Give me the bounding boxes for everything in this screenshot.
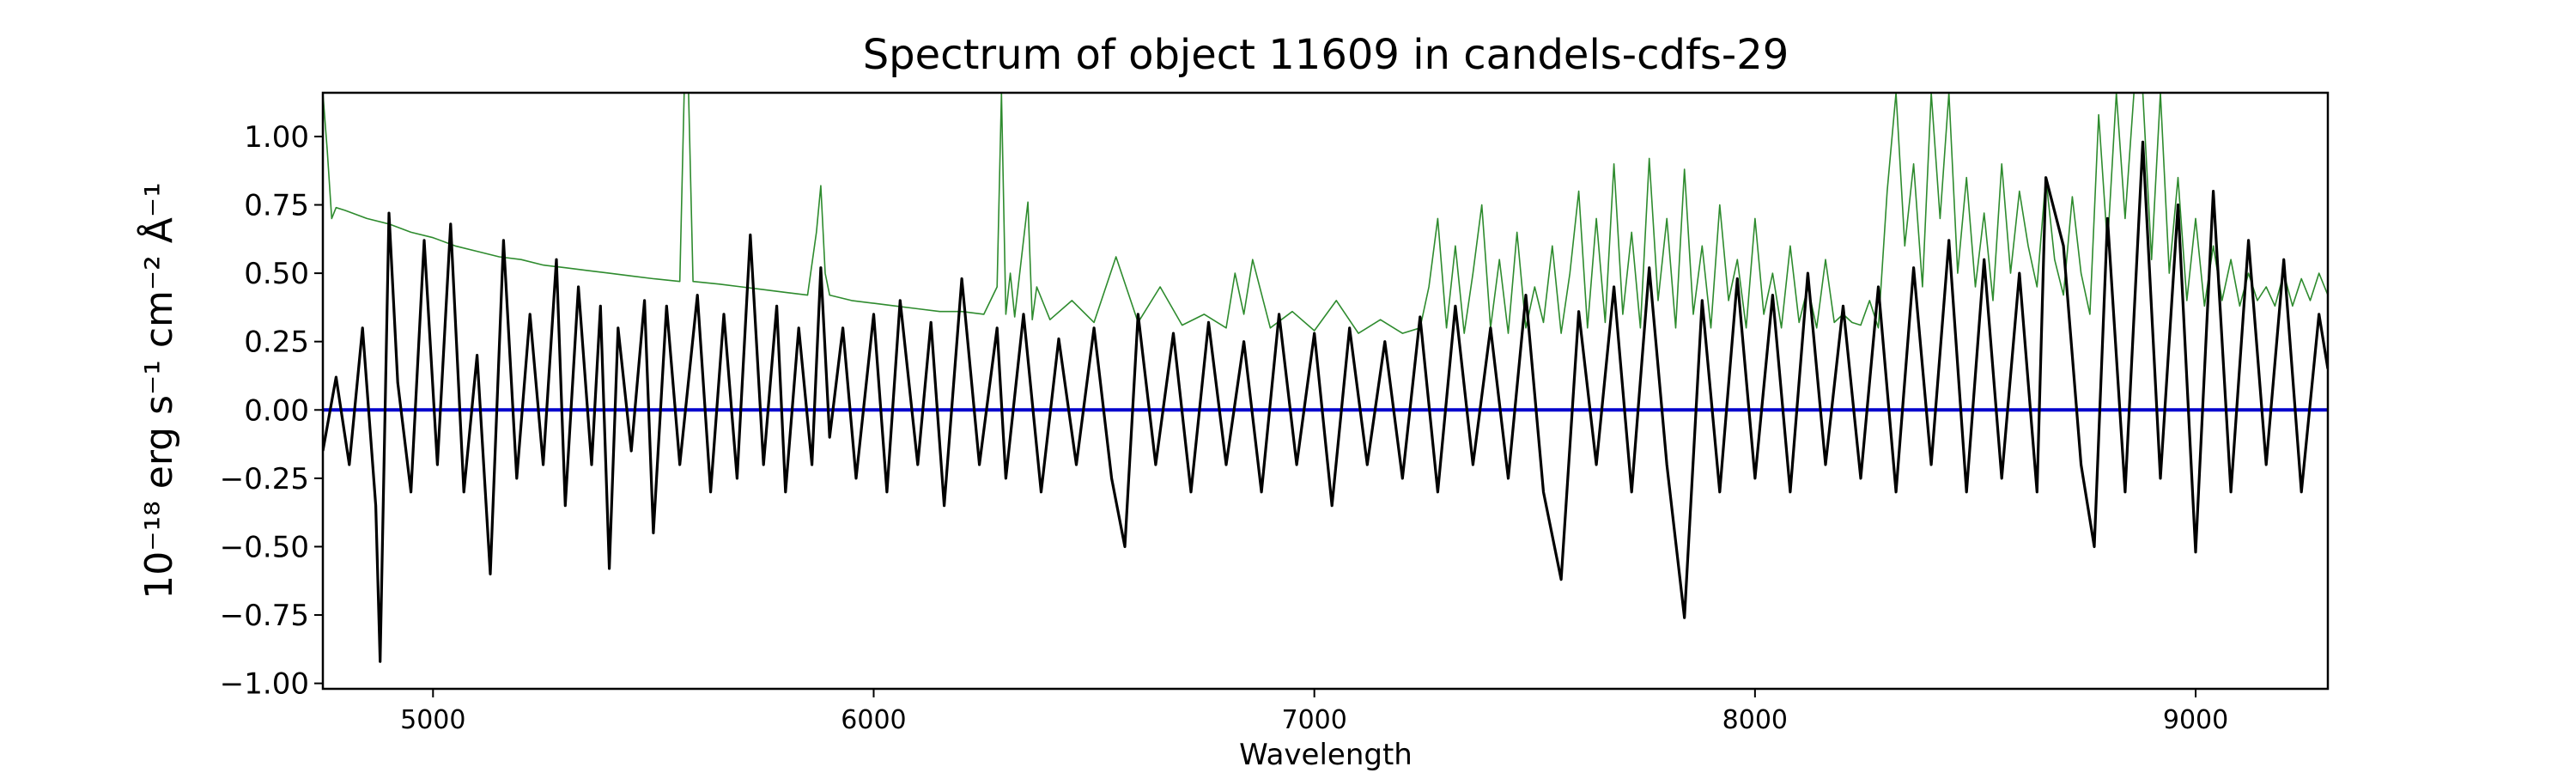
x-axis: 5000 6000 7000 8000 9000 xyxy=(400,689,2228,735)
x-tick-label: 9000 xyxy=(2163,705,2228,735)
x-tick-label: 5000 xyxy=(400,705,465,735)
series-line-error xyxy=(323,93,2328,334)
series-line-flux xyxy=(323,140,2328,663)
y-axis-label: 10⁻¹⁸ erg s⁻¹ cm⁻² Å⁻¹ xyxy=(136,182,181,599)
y-tick-label: 0.25 xyxy=(244,326,309,360)
y-tick-label: −1.00 xyxy=(220,667,309,702)
y-axis: −1.00 −0.75 −0.50 −0.25 0.00 0.25 0.50 0.75 1.00 xyxy=(220,120,323,702)
x-tick-label: 6000 xyxy=(841,705,906,735)
x-tick-label: 8000 xyxy=(1722,705,1788,735)
x-tick-label: 7000 xyxy=(1281,705,1346,735)
plot-frame xyxy=(321,91,2330,691)
y-tick-label: 1.00 xyxy=(244,120,309,155)
x-axis-label: Wavelength xyxy=(1239,738,1413,772)
chart-title: Spectrum of object 11609 in candels-cdfs… xyxy=(863,31,1789,79)
series-layer xyxy=(323,93,2328,663)
y-tick-label: 0.00 xyxy=(244,393,309,428)
y-tick-label: 0.50 xyxy=(244,257,309,291)
y-tick-label: −0.75 xyxy=(220,599,309,633)
y-tick-label: 0.75 xyxy=(244,189,309,223)
y-tick-label: −0.50 xyxy=(220,530,309,564)
y-tick-label: −0.25 xyxy=(220,462,309,496)
